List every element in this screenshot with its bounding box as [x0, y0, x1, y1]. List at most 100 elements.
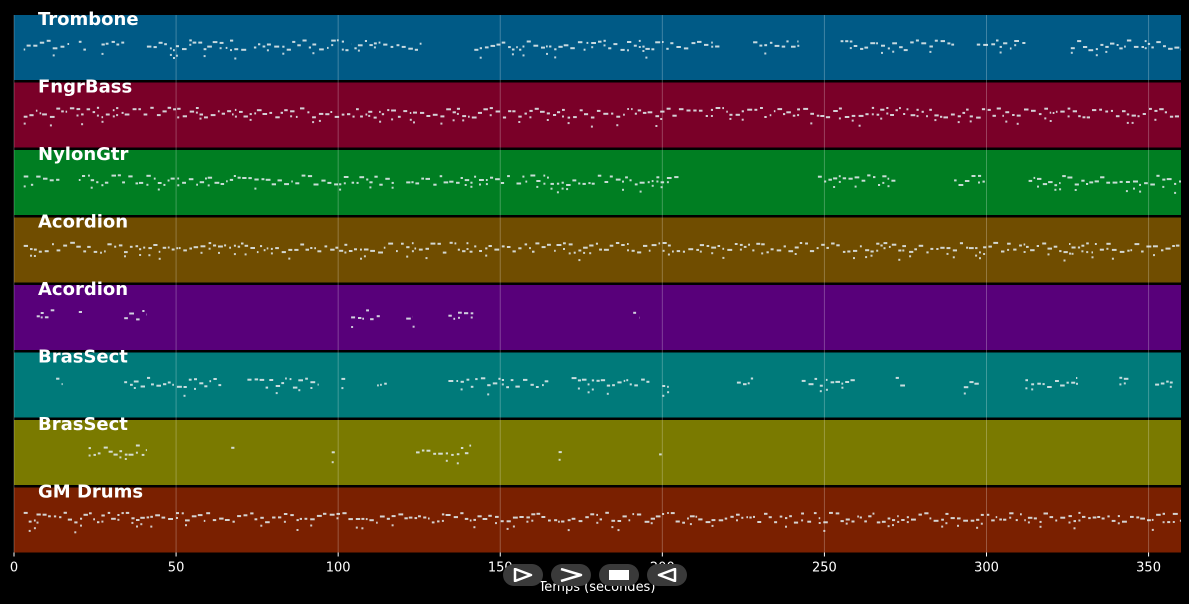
note-mark — [412, 325, 415, 328]
note-mark — [341, 387, 344, 390]
note-mark — [902, 249, 905, 252]
note-mark — [590, 116, 595, 119]
note-mark — [384, 382, 387, 385]
note-mark — [743, 383, 747, 386]
note-mark — [256, 251, 259, 254]
note-mark — [741, 110, 744, 113]
note-mark — [880, 108, 885, 111]
note-mark — [176, 247, 179, 250]
note-mark — [460, 380, 464, 383]
note-mark — [489, 114, 492, 117]
note-mark — [61, 110, 64, 113]
note-mark — [596, 521, 599, 524]
note-mark — [519, 48, 522, 51]
note-mark — [871, 113, 874, 116]
note-mark — [526, 40, 531, 43]
fast-forward-button[interactable] — [551, 564, 591, 586]
note-mark — [169, 53, 172, 56]
note-mark — [722, 107, 724, 110]
note-mark — [945, 522, 948, 525]
note-mark — [219, 41, 224, 44]
note-mark — [81, 123, 84, 126]
note-mark — [234, 108, 237, 111]
note-mark — [629, 383, 632, 386]
note-mark — [327, 46, 329, 49]
note-mark — [485, 254, 488, 257]
note-mark — [188, 178, 194, 181]
note-mark — [495, 515, 499, 518]
note-mark — [717, 245, 721, 247]
note-mark — [1039, 520, 1042, 523]
note-mark — [1139, 190, 1142, 193]
note-mark — [1031, 383, 1035, 386]
note-mark — [809, 250, 815, 253]
note-mark — [655, 125, 658, 127]
note-mark — [508, 46, 511, 49]
note-mark — [578, 249, 582, 252]
note-mark — [275, 116, 280, 119]
play-button[interactable] — [503, 564, 543, 586]
note-mark — [829, 511, 833, 514]
note-mark — [345, 49, 349, 52]
note-mark — [83, 250, 87, 253]
note-mark — [516, 182, 522, 185]
stop-button[interactable] — [599, 564, 639, 586]
note-mark — [686, 109, 691, 112]
note-mark — [803, 107, 809, 110]
note-mark — [1122, 110, 1126, 113]
note-mark — [167, 179, 170, 182]
note-mark — [563, 44, 569, 47]
note-mark — [996, 39, 999, 42]
note-mark — [1009, 516, 1012, 519]
note-mark — [591, 182, 595, 185]
note-mark — [378, 41, 381, 44]
note-mark — [1117, 522, 1120, 525]
note-mark — [356, 181, 359, 184]
note-mark — [310, 381, 316, 384]
note-mark — [1169, 381, 1173, 384]
note-mark — [117, 514, 120, 516]
note-mark — [583, 251, 586, 254]
note-mark — [542, 384, 544, 387]
note-mark — [1151, 528, 1154, 531]
note-mark — [23, 244, 28, 247]
note-mark — [1036, 245, 1039, 247]
note-mark — [1166, 178, 1172, 181]
note-mark — [578, 520, 583, 523]
note-mark — [550, 187, 553, 190]
note-mark — [1150, 183, 1155, 186]
rewind-button[interactable] — [647, 564, 687, 586]
note-mark — [634, 112, 637, 115]
note-mark — [656, 176, 660, 179]
note-mark — [833, 177, 838, 180]
note-mark — [233, 175, 236, 177]
note-mark — [265, 178, 271, 181]
note-mark — [100, 251, 102, 254]
note-mark — [1137, 115, 1140, 118]
note-mark — [396, 250, 398, 253]
note-mark — [1043, 512, 1048, 515]
note-mark — [59, 516, 62, 519]
note-mark — [70, 241, 75, 244]
note-mark — [1119, 47, 1123, 50]
note-mark — [958, 184, 964, 186]
note-mark — [270, 247, 273, 250]
note-mark — [378, 251, 383, 254]
note-mark — [535, 242, 540, 245]
note-mark — [768, 516, 772, 519]
note-mark — [979, 257, 981, 260]
note-mark — [845, 518, 850, 521]
note-mark — [97, 521, 100, 524]
note-mark — [980, 513, 984, 516]
note-mark — [743, 245, 747, 248]
note-mark — [1124, 45, 1126, 48]
note-mark — [711, 252, 714, 255]
note-mark — [360, 248, 362, 251]
note-mark — [169, 47, 172, 50]
note-mark — [770, 248, 774, 251]
note-mark — [158, 41, 163, 44]
note-mark — [140, 523, 143, 526]
note-mark — [1055, 110, 1058, 113]
note-mark — [1023, 243, 1026, 246]
note-mark — [409, 112, 412, 114]
